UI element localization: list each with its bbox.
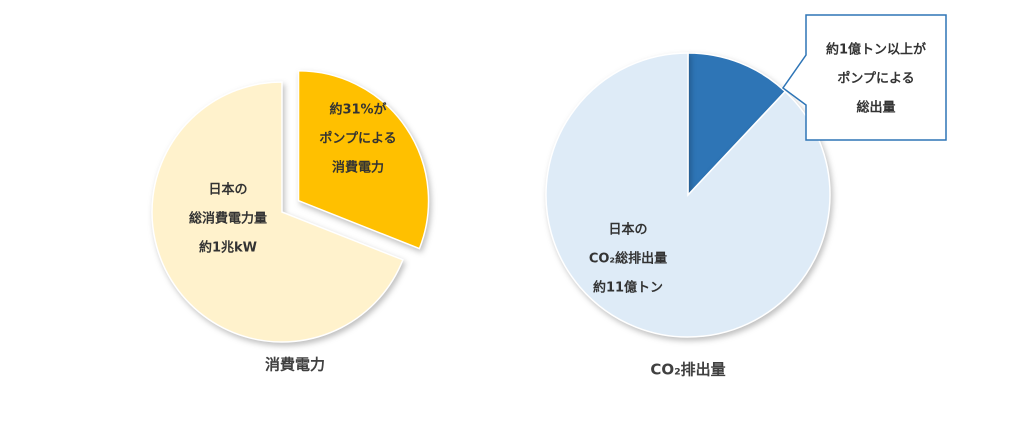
slice-label: CO₂総排出量	[589, 251, 667, 267]
slice-label: 約11億トン	[593, 280, 663, 296]
chart-title: CO₂排出量	[650, 361, 725, 379]
pie-slice	[687, 52, 787, 197]
chart-title: 消費電力	[265, 356, 325, 374]
slice-label: 日本の	[608, 222, 647, 238]
pie-slice	[151, 81, 404, 343]
slice-label: 約1億トン以上が	[826, 42, 926, 58]
slice-label: 総出量	[856, 100, 895, 116]
pie-slice	[545, 52, 831, 338]
slice-label: 約1兆kW	[199, 240, 257, 256]
slice-label: 消費電力	[332, 160, 384, 176]
slice-label: 総消費電力量	[189, 211, 267, 227]
callout-box	[781, 14, 947, 141]
slice-label: ポンプによる	[837, 71, 914, 87]
slice-label: 約31%が	[329, 102, 386, 118]
slice-label: 日本の	[208, 182, 247, 198]
pie-slice	[297, 70, 430, 250]
slice-label: ポンプによる	[319, 131, 396, 147]
